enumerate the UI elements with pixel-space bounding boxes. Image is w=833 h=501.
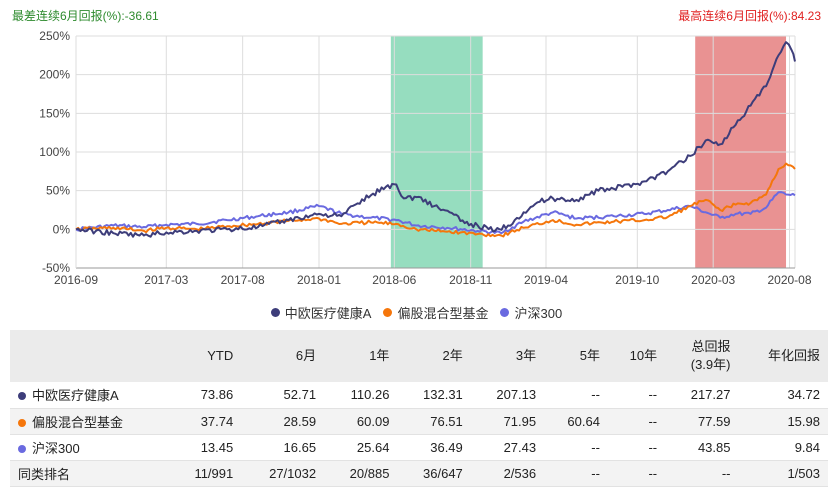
row-dot [18,418,26,427]
table-cell: 28.59 [283,413,317,429]
row-dot [18,392,26,401]
table-cell: -- [648,465,658,481]
header-3y: 3年 [515,348,537,363]
worst-6m-return: 最差连续6月回报(%):-36.61 [12,9,159,23]
y-tick-label: -50% [42,261,70,275]
row-name-cell: 沪深300 [10,434,169,460]
series-line [75,162,796,238]
table-cell: -- [648,439,658,455]
table-cell: 36.49 [430,439,463,455]
row-name: 沪深300 [32,440,80,456]
table-cell: -- [591,439,600,455]
table-cell: -- [721,465,731,481]
y-tick-label: 50% [46,184,70,198]
x-tick-label: 2020-03 [691,273,735,287]
table-cell: 60.64 [567,413,600,429]
header-cell [10,330,169,382]
x-tick-label: 2018-11 [449,273,492,287]
header-annualized: 年化回报 [767,348,820,363]
table-cell: 43.85 [697,439,731,455]
table-cell: 34.72 [787,387,820,403]
table-cell: 132.31 [423,387,463,403]
table-cell: 25.64 [356,439,390,455]
table-cell: 60.09 [356,413,390,429]
y-tick-label: 100% [39,145,70,159]
table-cell: 76.51 [430,413,463,429]
series-line [75,41,796,238]
table-cell: 13.45 [200,439,234,455]
table-cell: 27/1032 [269,465,317,481]
x-tick-label: 2018-06 [372,273,416,287]
table-cell: 77.59 [697,413,731,429]
x-tick-label: 2019-04 [524,273,568,287]
row-name-cell: 同类排名 [10,460,169,486]
legend-label: 偏股混合型基金 [397,306,489,321]
row-name: 中欧医疗健康A [32,388,119,404]
y-tick-label: 0% [53,222,71,236]
table-cell: 36/647 [423,465,463,481]
table-cell: -- [591,387,600,403]
performance-table: YTD 6月 1年 2年 3年 5年 10年 总回报 (3.9年) 年化回报 中… [10,330,828,487]
y-tick-label: 200% [39,68,70,82]
legend-dot [383,308,393,317]
table-row: 偏股混合型基金 37.74 28.59 60.09 76.51 71.95 60.64 -- 7… [10,408,828,434]
table-cell: 9.84 [794,439,820,455]
legend-dot [500,308,510,317]
header-ytd: YTD [207,348,234,363]
table-cell: 52.71 [283,387,317,403]
table-row: 沪深300 13.45 16.65 25.64 36.49 27.43 -- -- 43.85 9… [10,434,828,460]
table-cell: 71.95 [503,413,537,429]
header-2y: 2年 [442,348,463,363]
row-dot [18,444,26,453]
x-tick-label: 2017-03 [144,273,188,287]
series-line [75,191,796,235]
table-cell: 1/503 [787,465,820,481]
table-cell: 16.65 [283,439,317,455]
table-cell: 15.98 [787,413,820,429]
table-row: 中欧医疗健康A 73.86 52.71 110.26 132.31 207.13 -- -- 2… [10,382,828,408]
header-10y: 10年 [629,348,658,363]
y-tick-label: 150% [39,106,70,120]
header-total-period: (3.9年) [690,357,731,372]
table-cell: -- [648,413,658,429]
header-5y: 5年 [579,348,600,363]
row-name: 同类排名 [18,466,71,482]
x-tick-label: 2019-10 [615,273,659,287]
x-tick-label: 2016-09 [54,273,98,287]
table-row: 同类排名 11/991 27/1032 20/885 36/647 2/536 -- -- --… [10,460,828,486]
table-cell: 217.27 [690,387,731,403]
performance-chart: -50% 0% 50% 100% 150% 200% 250% 2016-09 2017-03 2… [39,29,812,287]
table-cell: 37.74 [200,413,234,429]
table-cell: -- [648,387,658,403]
x-tick-label: 2018-01 [297,273,341,287]
header-total: 总回报 (3.9年) [665,330,738,382]
header-1y: 1年 [369,348,390,363]
legend-dot [270,308,280,317]
legend-item-category[interactable]: 偏股混合型基金 [383,303,488,322]
legend-label: 沪深300 [514,306,563,321]
table-cell: -- [591,465,600,481]
chart-legend: 中欧医疗健康A 偏股混合型基金 沪深300 [0,303,833,322]
row-name-cell: 偏股混合型基金 [10,408,169,434]
best-6m-return: 最高连续6月回报(%):84.23 [678,9,821,23]
legend-item-index[interactable]: 沪深300 [500,303,562,322]
table-cell: 2/536 [503,465,537,481]
x-tick-label: 2017-08 [221,273,265,287]
header-total-label: 总回报 [691,339,731,354]
table-cell: 27.43 [503,439,537,455]
table-header-row: YTD 6月 1年 2年 3年 5年 10年 总回报 (3.9年) 年化回报 [10,330,828,382]
table-cell: 73.86 [200,387,234,403]
legend-item-fund[interactable]: 中欧医疗健康A [270,303,372,322]
y-tick-label: 250% [39,29,70,43]
table-cell: 207.13 [496,387,537,403]
row-name-cell: 中欧医疗健康A [10,382,169,408]
x-tick-label: 2020-08 [767,273,811,287]
table-cell: 20/885 [349,465,390,481]
header-6m: 6月 [295,348,317,363]
row-name: 偏股混合型基金 [32,414,124,430]
table-cell: 110.26 [350,387,390,403]
legend-label: 中欧医疗健康A [284,306,372,321]
table-cell: 11/991 [194,465,234,481]
